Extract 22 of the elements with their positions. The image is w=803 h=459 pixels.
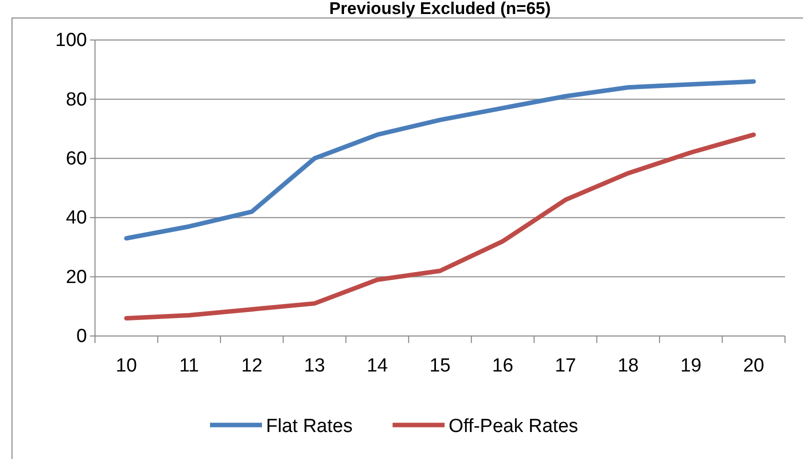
- y-tick-label: 100: [55, 30, 87, 52]
- legend-label: Flat Rates: [266, 416, 353, 437]
- x-tick-label: 20: [743, 355, 764, 376]
- x-tick-label: 10: [116, 355, 137, 376]
- y-tick-label: 20: [66, 266, 87, 288]
- x-tick-label: 18: [618, 355, 639, 376]
- y-tick-label: 80: [66, 89, 87, 110]
- legend-label: Off-Peak Rates: [448, 416, 578, 437]
- x-tick-label: 19: [680, 355, 702, 376]
- y-tick-label: 40: [66, 208, 87, 229]
- x-tick-label: 12: [241, 355, 262, 376]
- chart-title: Previously Excluded (n=65): [329, 0, 551, 18]
- x-tick-label: 11: [179, 355, 199, 376]
- x-tick-label: 13: [304, 355, 326, 376]
- x-tick-label: 16: [492, 355, 514, 376]
- y-tick-label: 0: [76, 326, 87, 348]
- x-tick-label: 14: [366, 355, 388, 376]
- line-series: [124, 132, 756, 320]
- line-series: [124, 79, 756, 241]
- x-tick-label: 15: [429, 355, 451, 376]
- x-tick-label: 17: [554, 355, 576, 376]
- y-tick-label: 60: [66, 148, 87, 170]
